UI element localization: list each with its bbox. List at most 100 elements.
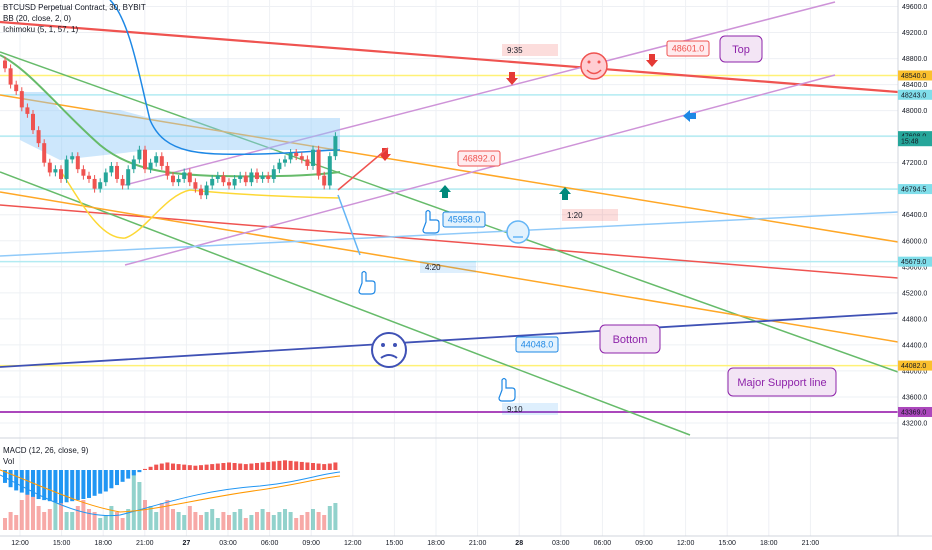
indicator-bb: BB (20, close, 2, 0) bbox=[3, 14, 72, 23]
volume-bar bbox=[19, 500, 24, 530]
macd-hist-bar bbox=[75, 470, 80, 501]
macd-hist-bar bbox=[59, 470, 63, 504]
bb-basis-line bbox=[0, 54, 341, 178]
time-tick-label: 15:00 bbox=[718, 540, 736, 547]
volume-bar bbox=[311, 509, 315, 530]
macd-hist-bar bbox=[47, 470, 52, 502]
candle-body bbox=[227, 182, 231, 186]
volume-bar bbox=[14, 515, 19, 530]
candle-body bbox=[171, 175, 175, 183]
macd-hist-bar bbox=[159, 463, 164, 470]
candle-body bbox=[31, 113, 35, 131]
time-tick-label: 09:00 bbox=[635, 540, 653, 547]
volume-bar bbox=[316, 512, 321, 530]
candle-body bbox=[266, 175, 271, 179]
candle-body bbox=[294, 152, 299, 157]
time-tick-label: 28 bbox=[515, 540, 523, 547]
volume-bar bbox=[283, 509, 287, 530]
time-axis: 12:00 15:00 18:00 21:00 27 03:00 06:00 09:00 12:… bbox=[0, 535, 932, 547]
time-420-bg bbox=[420, 261, 476, 273]
macd-hist-bar bbox=[193, 465, 198, 470]
candle-body bbox=[182, 172, 187, 179]
candle-body bbox=[260, 175, 265, 179]
price-tick-label: 44000.0 bbox=[902, 368, 927, 375]
volume-bar bbox=[271, 515, 276, 530]
price-label-bg bbox=[898, 256, 932, 267]
candle-body bbox=[199, 188, 203, 196]
price-tick-label: 48800.0 bbox=[902, 56, 927, 63]
candle-body bbox=[53, 169, 58, 173]
price-label: 46794.5 bbox=[901, 187, 926, 194]
macd-hist-bar bbox=[87, 470, 91, 498]
candle-body bbox=[87, 175, 91, 179]
volume-bar bbox=[126, 509, 131, 530]
volume-bar bbox=[131, 470, 136, 530]
candle-body bbox=[64, 159, 69, 179]
candle-body bbox=[249, 172, 254, 183]
time-120-bg bbox=[562, 209, 618, 221]
macd-panel: 200.00.0-200.0-400.0 bbox=[0, 437, 922, 530]
macd-hist-bar bbox=[232, 463, 237, 470]
macd-hist-bar bbox=[221, 463, 226, 470]
candle-body bbox=[187, 172, 192, 183]
label-46892-box bbox=[457, 150, 501, 167]
top-bubble bbox=[719, 35, 763, 63]
candles bbox=[3, 56, 338, 200]
macd-hist-bar bbox=[266, 461, 271, 470]
price-tick-label: 46000.0 bbox=[902, 238, 927, 245]
volume-bar bbox=[227, 515, 231, 530]
worried-face-icon-eye bbox=[381, 343, 385, 347]
price-label-bg bbox=[898, 131, 932, 142]
macd-hist-bar bbox=[131, 470, 136, 476]
label-48601-text: 48601.0 bbox=[672, 44, 705, 54]
macd-hist-bar bbox=[36, 470, 41, 500]
volume-bar bbox=[87, 509, 91, 530]
volume-bar bbox=[36, 506, 41, 530]
candle-body bbox=[92, 178, 97, 189]
volume-bar bbox=[277, 512, 282, 530]
macd-hist-bar bbox=[126, 470, 131, 479]
volume-bar bbox=[294, 518, 299, 530]
macd-hist-bar bbox=[143, 468, 147, 470]
candle-body bbox=[327, 156, 332, 186]
macd-hist-bar bbox=[3, 470, 7, 483]
candle-body bbox=[277, 162, 282, 170]
macd-hist-bar bbox=[305, 462, 310, 470]
volume-bar bbox=[92, 512, 97, 530]
label-45958-box bbox=[442, 211, 486, 228]
candle-body bbox=[115, 165, 119, 179]
time-tick-label: 12:00 bbox=[11, 540, 29, 547]
price-axis: 49600.049200.048800.048400.048000.047600… bbox=[897, 0, 932, 550]
time-tick-label: 21:00 bbox=[136, 540, 154, 547]
worried-face-icon-eye bbox=[393, 343, 397, 347]
price-tick-label: 46400.0 bbox=[902, 212, 927, 219]
volume-bar bbox=[165, 500, 170, 530]
candle-body bbox=[176, 178, 181, 183]
volume-bar bbox=[3, 518, 7, 530]
time-tick-label: 12:00 bbox=[677, 540, 695, 547]
time-tick-label: 27 bbox=[183, 540, 191, 547]
label-45958-text: 45958.0 bbox=[448, 215, 481, 225]
volume-bar bbox=[299, 515, 304, 530]
volume-bar bbox=[98, 518, 103, 530]
volume-bar bbox=[266, 512, 271, 530]
macd-hist-bar bbox=[327, 463, 332, 470]
price-label-bg bbox=[898, 184, 932, 195]
price-label: 43369.0 bbox=[901, 409, 926, 416]
arrow-down-icon bbox=[379, 148, 391, 161]
macd-hist-bar bbox=[243, 464, 248, 470]
price-label: 48243.0 bbox=[901, 92, 926, 99]
time-tick-label: 03:00 bbox=[552, 540, 570, 547]
price-label-bg bbox=[898, 70, 932, 81]
volume-bar bbox=[109, 506, 114, 530]
volume-bar bbox=[215, 518, 220, 530]
macd-hist-bar bbox=[165, 462, 170, 470]
candle-body bbox=[238, 175, 243, 179]
label-46892-text: 46892.0 bbox=[463, 154, 496, 164]
candle-body bbox=[120, 178, 125, 186]
volume-bar bbox=[238, 509, 243, 530]
macd-hist-bar bbox=[98, 470, 103, 494]
volume-bar bbox=[333, 503, 338, 530]
label-44048-box bbox=[515, 336, 559, 353]
